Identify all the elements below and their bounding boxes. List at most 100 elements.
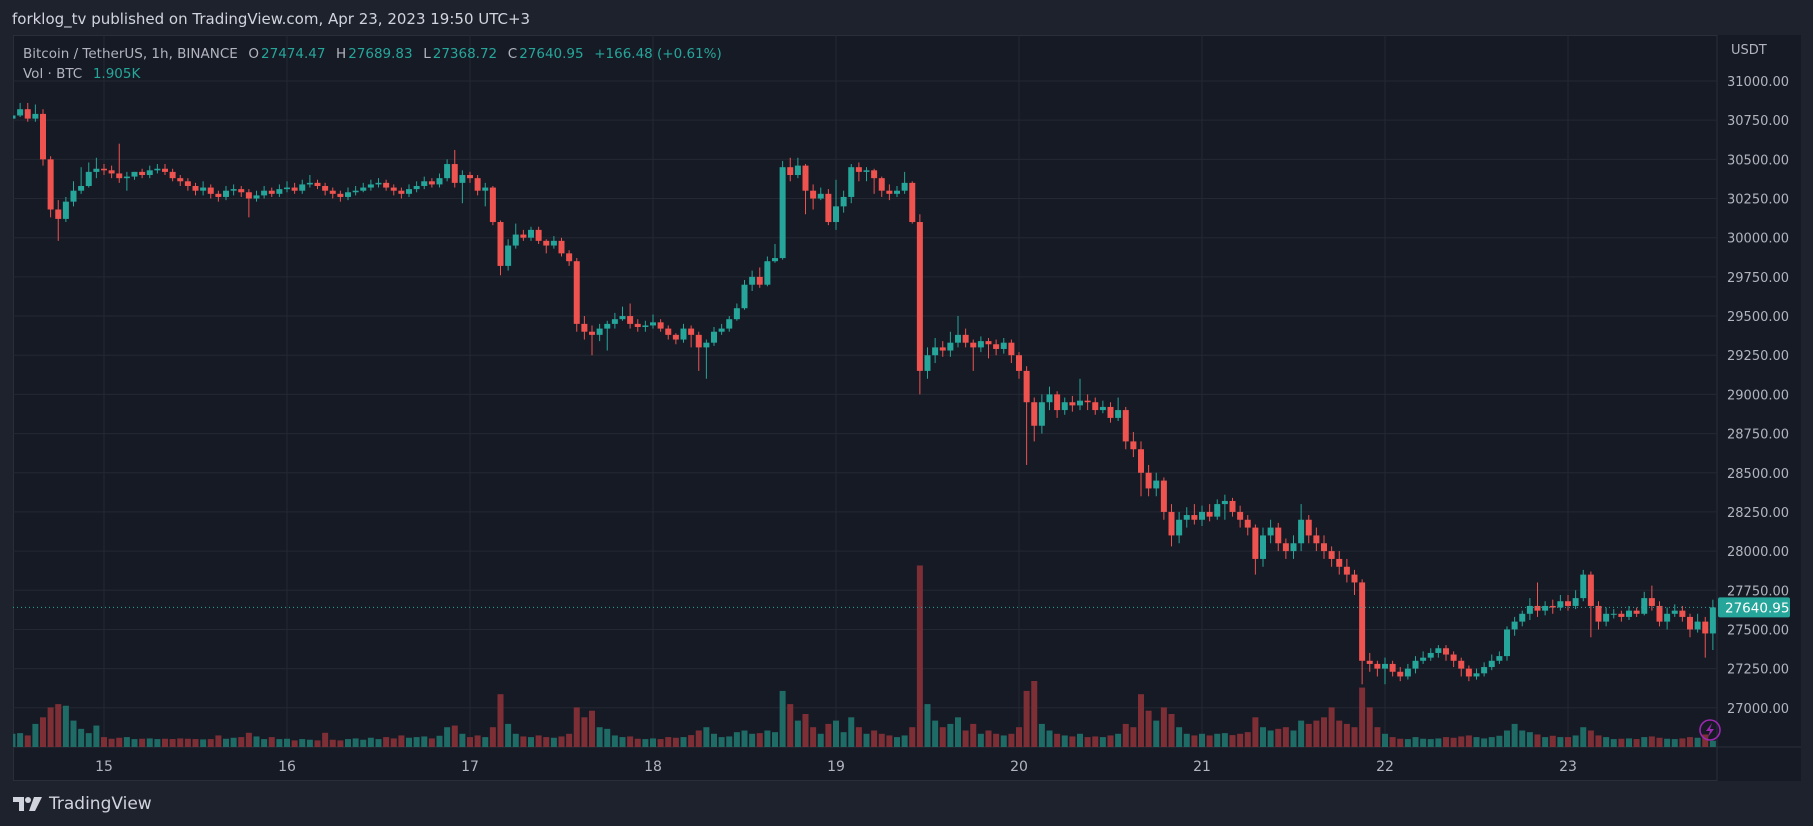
candle-body (1099, 406, 1106, 411)
volume-bar (32, 723, 39, 747)
candle-body (85, 171, 92, 186)
volume-label[interactable]: Vol · BTC (23, 66, 83, 82)
candle (245, 189, 252, 218)
candle (345, 187, 351, 201)
candle-body (467, 175, 473, 179)
volume-bar (1206, 735, 1213, 747)
low-value: 27368.72 (432, 46, 498, 62)
volume-bar (558, 736, 565, 747)
candle-body (932, 347, 939, 356)
symbol-label[interactable]: Bitcoin / TetherUS, 1h, BINANCE (23, 46, 238, 62)
candle-body (665, 328, 672, 335)
volume-bar (787, 704, 794, 747)
candle-body (123, 176, 130, 179)
volume-bar (672, 737, 679, 747)
candle-body (1008, 342, 1015, 356)
candle (1511, 616, 1518, 636)
candle-body (1687, 616, 1693, 630)
candle (1641, 591, 1648, 616)
candle-body (909, 182, 916, 223)
candle-body (1160, 480, 1167, 512)
candle (101, 164, 107, 176)
candle-body (1382, 663, 1388, 669)
candle (123, 171, 130, 191)
candle (1374, 660, 1381, 677)
candle-body (1542, 605, 1549, 611)
candle (1709, 599, 1716, 651)
candle (383, 179, 390, 191)
candle (70, 181, 77, 207)
candle (596, 323, 603, 342)
candle-body (1252, 527, 1259, 559)
candle-body (306, 182, 313, 185)
candle-body (993, 344, 1000, 349)
candle-body (535, 229, 542, 241)
candle-body (1656, 605, 1663, 622)
volume-bar (482, 737, 489, 747)
candle (1343, 558, 1350, 583)
candle-body (13, 115, 16, 119)
candle (1526, 598, 1533, 621)
volume-value: 1.905K (92, 66, 141, 82)
volume-bar (1092, 736, 1099, 747)
lightning-icon[interactable] (1699, 719, 1721, 741)
lightning-icon-bolt (1706, 723, 1714, 737)
candle (284, 181, 290, 193)
volume-bar (1496, 735, 1503, 747)
candle-body (352, 190, 359, 193)
candle-body (47, 159, 54, 210)
candle-body (108, 170, 115, 174)
candle-body (581, 323, 588, 332)
price-tick-label: 29250.00 (1727, 349, 1789, 364)
candle-body (1709, 607, 1716, 634)
candle-body (1580, 574, 1587, 599)
candle (17, 102, 24, 118)
volume-bar (566, 733, 573, 747)
price-axis-unit: USDT (1731, 43, 1767, 58)
volume-bar (833, 720, 839, 747)
candle (749, 270, 756, 291)
candle (1237, 505, 1244, 528)
volume-bar (268, 737, 275, 747)
candle (177, 175, 184, 186)
candle-body (894, 190, 900, 194)
candle (1252, 524, 1259, 575)
volume-bar (13, 733, 16, 747)
tradingview-footer[interactable]: TradingView (13, 794, 152, 814)
volume-bar (894, 737, 900, 747)
volume-bar (794, 720, 801, 747)
candle-body (1664, 613, 1671, 622)
volume-bar (1252, 717, 1259, 747)
candle (1336, 551, 1343, 575)
volume-bar (970, 723, 977, 747)
candle (1450, 651, 1457, 668)
candle (1191, 504, 1198, 525)
time-tick-label: 16 (278, 759, 296, 775)
volume-bar (291, 740, 298, 747)
volume-bar (1221, 733, 1228, 747)
candle (1618, 610, 1625, 622)
candle (291, 182, 298, 194)
candle-body (451, 164, 458, 183)
time-tick-label: 21 (1193, 759, 1211, 775)
candle (215, 190, 222, 202)
volume-bar (1099, 737, 1106, 747)
volume-bar (1290, 730, 1297, 747)
candle-body (1313, 535, 1320, 544)
candle-body (1237, 511, 1244, 520)
candle-body (1404, 668, 1411, 677)
candle-body (268, 190, 275, 194)
candle-body (1702, 621, 1709, 634)
candle-body (718, 328, 725, 332)
volume-bar (215, 735, 222, 747)
candle-body (1115, 410, 1122, 418)
volume-bar (779, 690, 786, 747)
candle-body (543, 240, 550, 246)
volume-bar (886, 735, 893, 747)
volume-bar (1016, 727, 1022, 747)
candle (1298, 504, 1305, 552)
candle-body (1077, 400, 1083, 406)
candlestick-chart[interactable]: USDT 31000.00 30750.00 30500.00 30250.00 3000… (13, 35, 1801, 781)
candle (1282, 538, 1289, 559)
candle-body (1000, 342, 1007, 349)
